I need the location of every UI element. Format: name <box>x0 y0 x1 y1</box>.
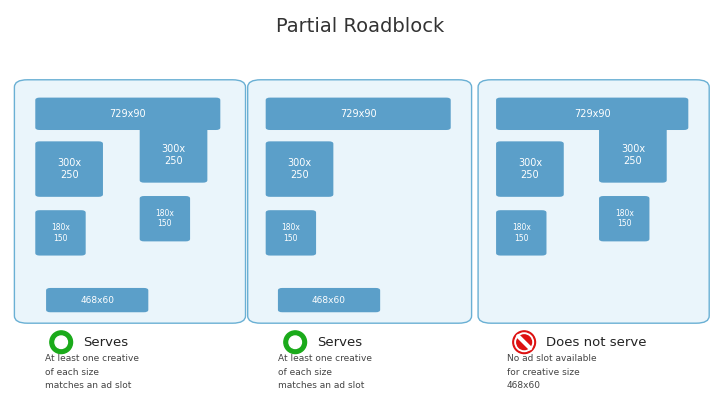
Text: No ad slot available
for creative size
468x60: No ad slot available for creative size 4… <box>507 354 596 390</box>
Text: At least one creative
of each size
matches an ad slot: At least one creative of each size match… <box>278 354 372 390</box>
Text: 180x
150: 180x 150 <box>282 223 300 243</box>
Ellipse shape <box>515 333 534 352</box>
Text: Does not serve: Does not serve <box>546 336 647 349</box>
FancyBboxPatch shape <box>599 196 649 241</box>
Text: 729x90: 729x90 <box>109 109 146 119</box>
FancyBboxPatch shape <box>496 98 688 130</box>
Ellipse shape <box>517 335 531 350</box>
Text: 180x
150: 180x 150 <box>51 223 70 243</box>
Text: 729x90: 729x90 <box>574 109 611 119</box>
Ellipse shape <box>289 336 302 348</box>
Text: 300x
250: 300x 250 <box>161 144 186 166</box>
FancyBboxPatch shape <box>599 127 667 183</box>
FancyBboxPatch shape <box>14 80 246 323</box>
FancyBboxPatch shape <box>46 288 148 312</box>
FancyBboxPatch shape <box>266 98 451 130</box>
FancyBboxPatch shape <box>140 127 207 183</box>
FancyBboxPatch shape <box>35 210 86 256</box>
FancyBboxPatch shape <box>35 98 220 130</box>
Text: 300x
250: 300x 250 <box>518 158 542 180</box>
Text: 180x
150: 180x 150 <box>512 223 531 243</box>
Ellipse shape <box>513 331 536 354</box>
Text: 300x
250: 300x 250 <box>621 144 645 166</box>
Ellipse shape <box>284 331 307 354</box>
FancyBboxPatch shape <box>140 196 190 241</box>
FancyBboxPatch shape <box>278 288 380 312</box>
Text: Serves: Serves <box>317 336 362 349</box>
Text: Serves: Serves <box>83 336 128 349</box>
FancyBboxPatch shape <box>248 80 472 323</box>
Text: 180x
150: 180x 150 <box>615 209 634 228</box>
Text: 729x90: 729x90 <box>340 109 377 119</box>
Text: 300x
250: 300x 250 <box>287 158 312 180</box>
Ellipse shape <box>55 336 68 348</box>
Text: 180x
150: 180x 150 <box>156 209 174 228</box>
Text: 300x
250: 300x 250 <box>57 158 81 180</box>
Ellipse shape <box>50 331 73 354</box>
FancyBboxPatch shape <box>266 141 333 197</box>
Text: Partial Roadblock: Partial Roadblock <box>276 17 444 36</box>
FancyBboxPatch shape <box>478 80 709 323</box>
FancyBboxPatch shape <box>496 210 546 256</box>
FancyBboxPatch shape <box>35 141 103 197</box>
FancyBboxPatch shape <box>266 210 316 256</box>
Text: 468x60: 468x60 <box>312 296 346 305</box>
Text: 468x60: 468x60 <box>80 296 114 305</box>
Text: At least one creative
of each size
matches an ad slot: At least one creative of each size match… <box>45 354 139 390</box>
FancyBboxPatch shape <box>496 141 564 197</box>
